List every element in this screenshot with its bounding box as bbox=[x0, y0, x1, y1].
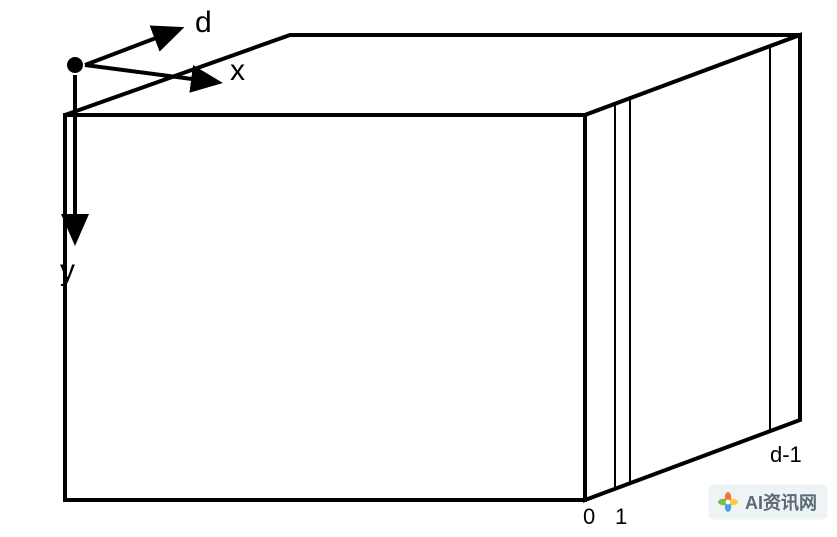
origin-point bbox=[67, 57, 83, 73]
watermark-flower-icon bbox=[717, 491, 739, 513]
box-right-face bbox=[585, 35, 800, 500]
label-slice-0: 0 bbox=[583, 504, 595, 529]
label-slice-dminus1: d-1 bbox=[770, 442, 802, 467]
watermark-badge: AI资讯网 bbox=[709, 485, 827, 519]
label-x: x bbox=[230, 54, 245, 87]
diagram-3d-box: d x y 0 1 d-1 bbox=[0, 0, 837, 537]
axis-d-arrow bbox=[85, 30, 177, 65]
label-y: y bbox=[60, 254, 75, 287]
box-front-face bbox=[65, 115, 585, 500]
watermark-text: AI资讯网 bbox=[745, 489, 817, 515]
label-d: d bbox=[195, 6, 212, 39]
label-slice-1: 1 bbox=[615, 504, 627, 529]
